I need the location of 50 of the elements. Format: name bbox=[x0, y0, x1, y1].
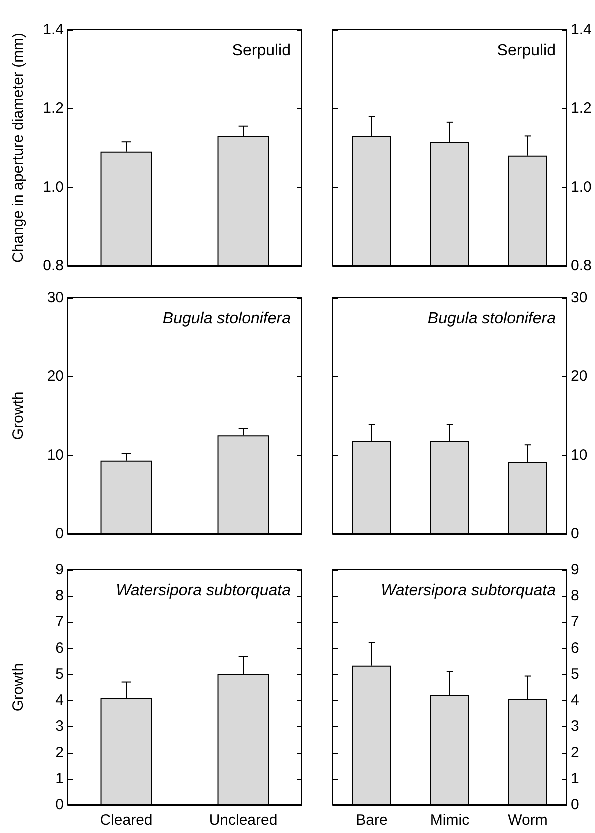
text: Watersipora subtorquata bbox=[116, 582, 292, 600]
y-tick-label: 10 bbox=[47, 446, 64, 464]
y-tick-label: 7 bbox=[571, 614, 580, 631]
text: Serpulid bbox=[497, 42, 556, 60]
x-tick-label: Mimic bbox=[430, 812, 470, 829]
y-tick-label: 6 bbox=[571, 640, 580, 657]
y-tick-label: 0.8 bbox=[43, 258, 64, 274]
y-tick-label: 10 bbox=[571, 446, 588, 464]
y-tick-label: 4 bbox=[56, 692, 64, 710]
y-axis-title: Growth bbox=[10, 663, 27, 712]
y-tick-label: 9 bbox=[56, 562, 64, 578]
y-tick-label: 8 bbox=[571, 588, 580, 605]
y-tick-label: 0 bbox=[571, 526, 580, 542]
y-tick-label: 1.2 bbox=[571, 100, 592, 118]
y-tick-label: 5 bbox=[571, 666, 580, 683]
y-tick-label: 4 bbox=[571, 692, 580, 710]
y-tick-label: 5 bbox=[56, 666, 64, 683]
y-tick-label: 9 bbox=[571, 562, 580, 578]
text: Serpulid bbox=[232, 42, 291, 60]
y-tick-label: 8 bbox=[56, 588, 64, 605]
y-tick-label: 30 bbox=[571, 290, 588, 306]
y-tick-label: 1.2 bbox=[43, 100, 64, 118]
y-tick-label: 0 bbox=[56, 526, 64, 542]
x-tick-label: Cleared bbox=[100, 812, 153, 829]
x-tick-label: Uncleared bbox=[209, 812, 278, 829]
y-tick-label: 1.4 bbox=[571, 22, 592, 38]
y-tick-label: 20 bbox=[571, 368, 588, 386]
text: Bugula stolonifera bbox=[428, 310, 556, 328]
y-tick-label: 2 bbox=[571, 744, 580, 762]
y-tick-label: 1.0 bbox=[571, 178, 592, 196]
text: Bugula stolonifera bbox=[162, 310, 292, 328]
y-tick-label: 7 bbox=[56, 614, 64, 631]
y-tick-label: 0 bbox=[571, 796, 580, 814]
y-tick-label: 3 bbox=[56, 718, 64, 736]
y-tick-label: 20 bbox=[47, 368, 64, 386]
y-tick-label: 0 bbox=[56, 796, 64, 814]
y-axis-title: Growth bbox=[10, 392, 27, 440]
y-axis-title: Change in aperture diameter (mm) bbox=[10, 32, 27, 264]
y-tick-label: 0.8 bbox=[571, 258, 592, 274]
y-tick-label: 1.4 bbox=[43, 22, 64, 38]
y-tick-label: 1.0 bbox=[43, 178, 64, 196]
y-tick-label: 30 bbox=[47, 290, 64, 306]
y-tick-label: 2 bbox=[56, 744, 64, 762]
y-tick-label: 1 bbox=[56, 770, 64, 788]
text: Watersipora subtorquata bbox=[381, 582, 556, 600]
y-tick-label: 3 bbox=[571, 718, 580, 736]
x-tick-label: Worm bbox=[508, 812, 548, 829]
y-tick-label: 6 bbox=[56, 640, 64, 657]
y-tick-label: 1 bbox=[571, 770, 580, 788]
x-tick-label: Bare bbox=[356, 812, 388, 829]
